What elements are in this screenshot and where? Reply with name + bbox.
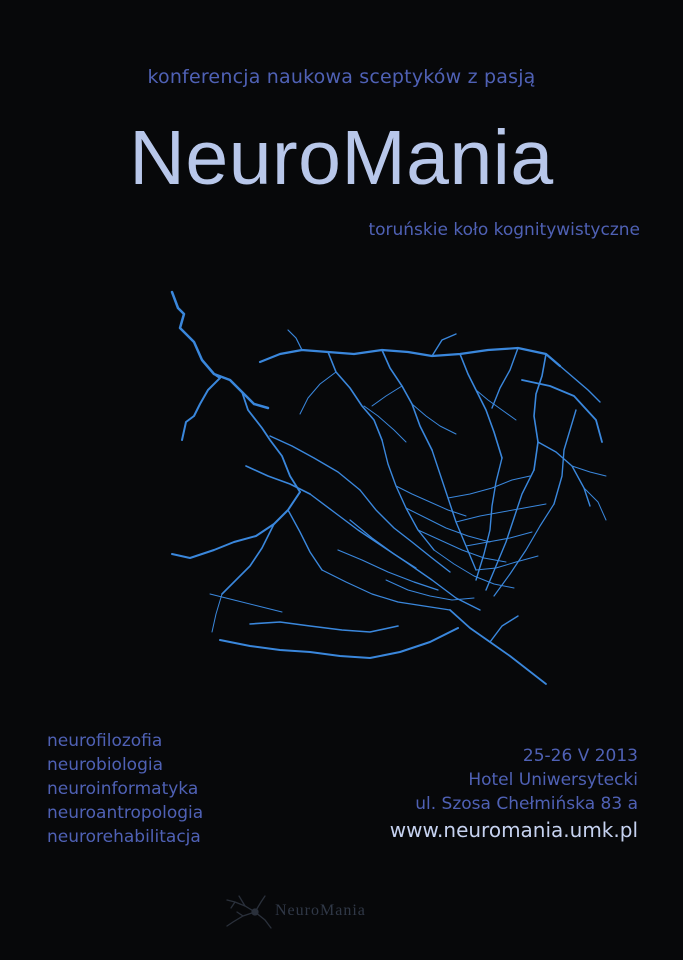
topic-item: neurobiologia bbox=[47, 755, 163, 775]
website-link[interactable]: www.neuromania.umk.pl bbox=[389, 818, 638, 842]
neuron-illustration bbox=[170, 290, 607, 685]
organizer-name: toruńskie koło kognitywistyczne bbox=[368, 220, 640, 240]
footer-logo-text: NeuroMania bbox=[275, 902, 366, 919]
topic-list: neurofilozofia neurobiologia neuroinform… bbox=[47, 729, 203, 849]
main-title: NeuroMania bbox=[129, 115, 554, 201]
topic-item: neuroantropologia bbox=[47, 803, 204, 823]
footer-logo: NeuroMania bbox=[225, 892, 465, 932]
event-address: ul. Szosa Chełmińska 83 a bbox=[415, 794, 638, 814]
event-venue: Hotel Uniwersytecki bbox=[468, 770, 638, 790]
event-details: 25-26 V 2013 Hotel Uniwersytecki ul. Szo… bbox=[390, 744, 638, 842]
topic-item: neurofilozofia bbox=[47, 731, 163, 751]
neuron-logo-icon bbox=[226, 895, 272, 929]
topic-item: neurorehabilitacja bbox=[47, 827, 201, 847]
topic-item: neuroinformatyka bbox=[47, 779, 199, 799]
event-date: 25-26 V 2013 bbox=[522, 746, 638, 766]
conference-subtitle: konferencja naukowa sceptyków z pasją bbox=[147, 66, 536, 88]
